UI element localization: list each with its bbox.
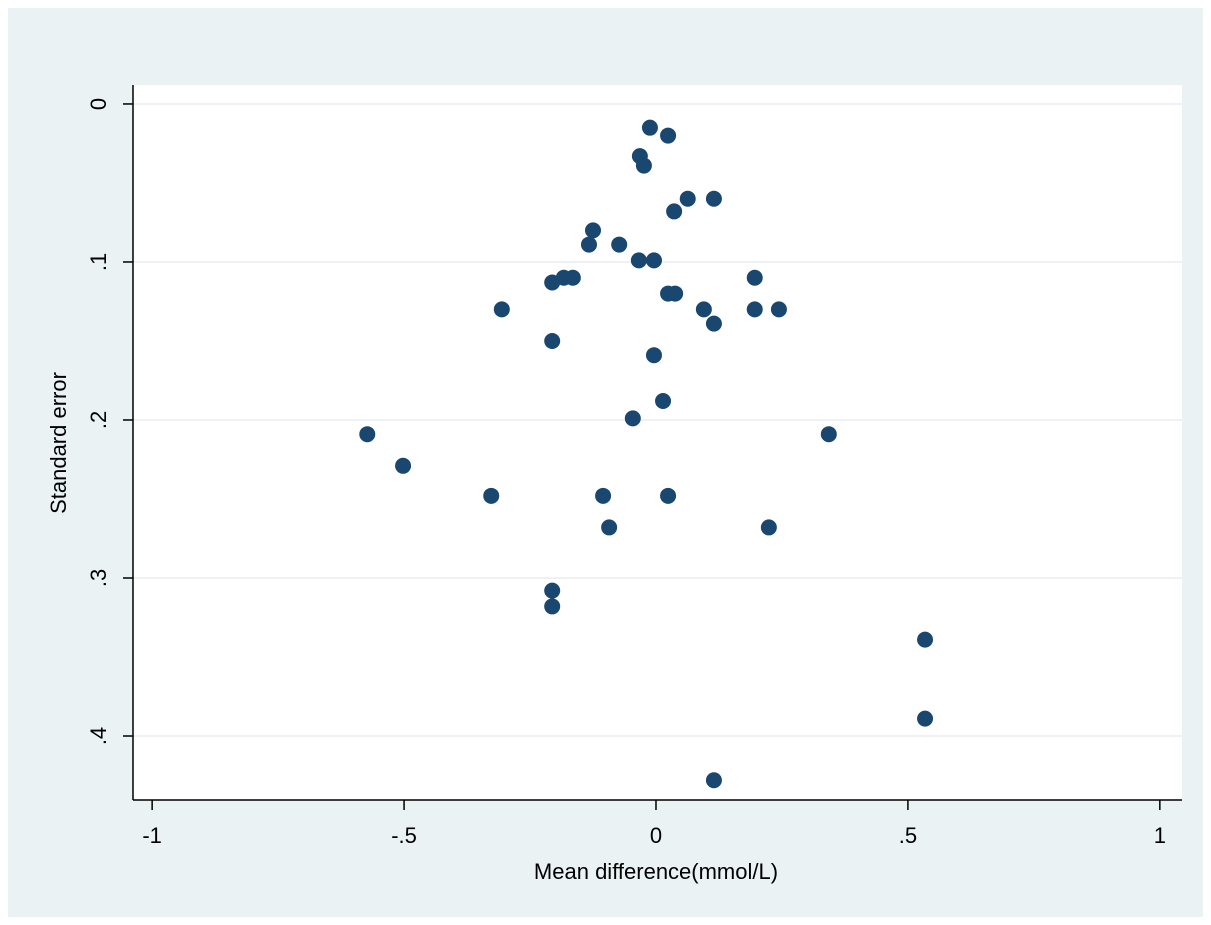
point [611,236,628,253]
y-tick-label: .2 [86,411,111,429]
x-tick-label: 0 [650,823,662,848]
x-tick-label: .5 [899,823,917,848]
y-tick-label: .3 [86,569,111,587]
point [666,203,683,220]
y-tick-label: 0 [86,98,111,110]
point [630,252,647,269]
point [760,519,777,536]
point [544,332,561,349]
point [483,487,500,504]
point [820,426,837,443]
point [580,236,597,253]
point [544,598,561,615]
y-axis-title: Standard error [46,372,71,514]
point [695,301,712,318]
point [917,631,934,648]
point [585,222,602,239]
y-tick-label: .4 [86,727,111,745]
plot-region [133,85,1182,800]
point [564,269,581,286]
point [359,426,376,443]
x-axis-title: Mean difference(mmol/L) [534,859,778,884]
point [660,487,677,504]
point [679,190,696,207]
point [705,315,722,332]
x-tick-label: 1 [1154,823,1166,848]
point [770,301,787,318]
y-tick-label: .1 [86,253,111,271]
point [746,269,763,286]
point [917,710,934,727]
point [705,772,722,789]
point [635,157,652,174]
point [645,252,662,269]
x-tick-label: -.5 [391,823,417,848]
point [746,301,763,318]
point [595,487,612,504]
x-tick-label: -1 [142,823,162,848]
point [624,410,641,427]
point [601,519,618,536]
point [660,127,677,144]
point [544,582,561,599]
point [493,301,510,318]
point [645,347,662,364]
point [667,285,684,302]
point [655,393,672,410]
point [705,190,722,207]
point [544,274,561,291]
point [395,457,412,474]
point [641,119,658,136]
